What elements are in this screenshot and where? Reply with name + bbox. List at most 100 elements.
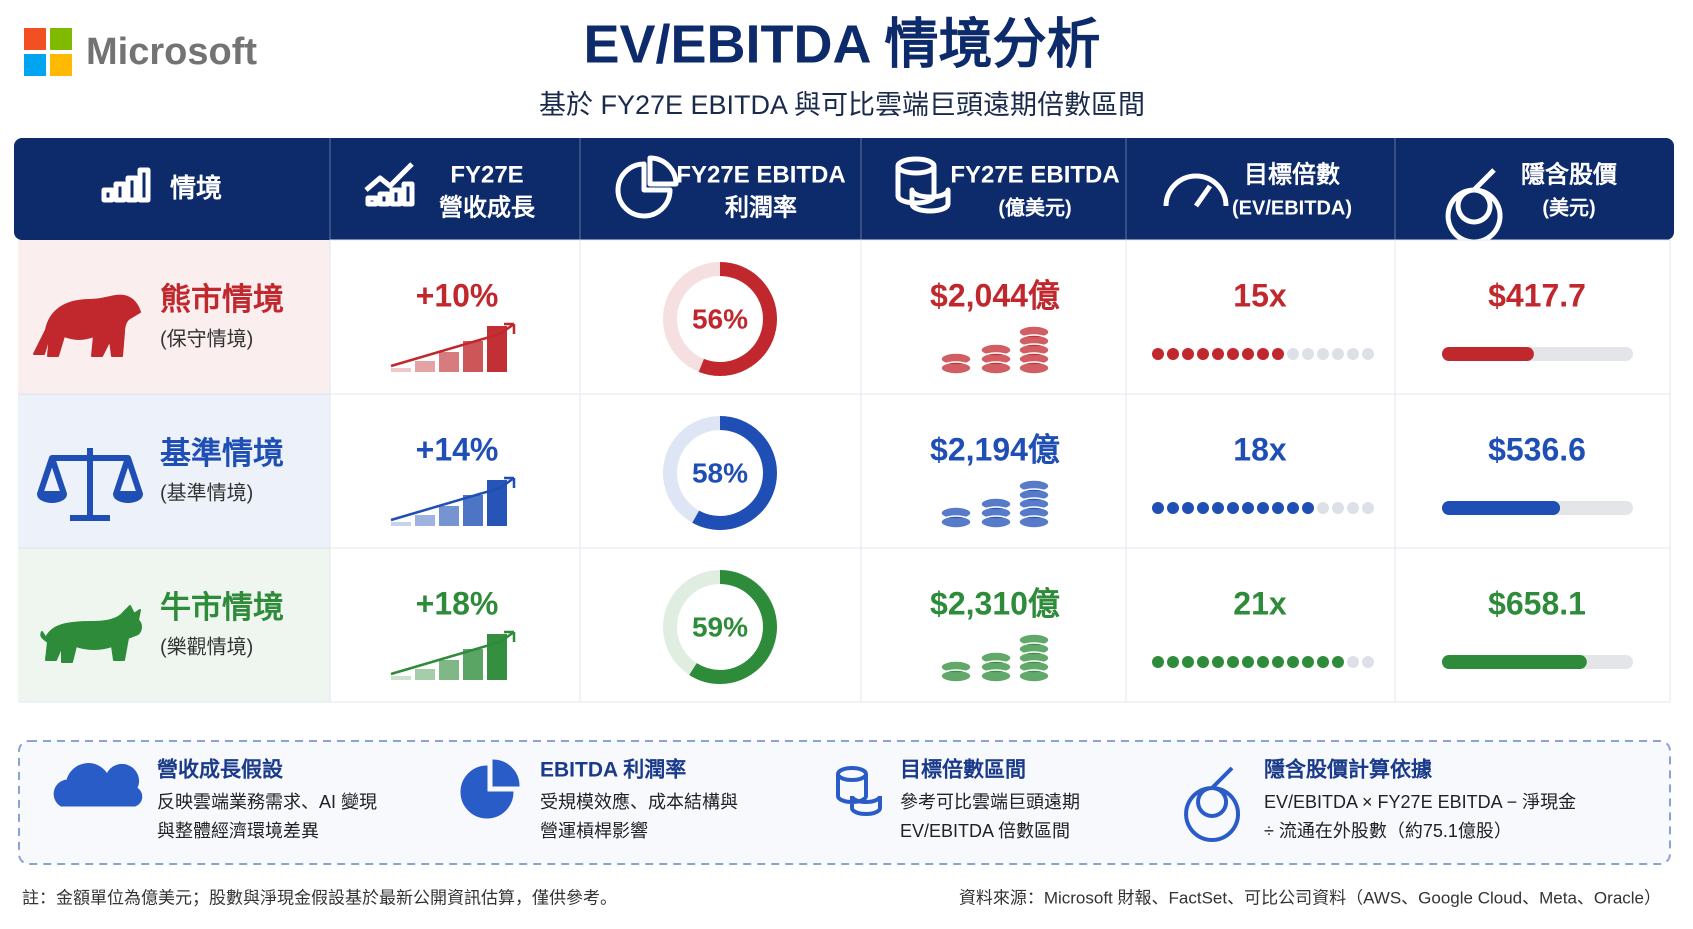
- multiple-dot: [1302, 656, 1314, 668]
- column-subtitle: (EV/EBITDA): [1232, 197, 1352, 219]
- note-line: EV/EBITDA × FY27E EBITDA − 淨現金: [1264, 792, 1576, 812]
- multiple-dot: [1212, 348, 1224, 360]
- multiple-dots: [1152, 348, 1374, 360]
- multiple-dot: [1272, 502, 1284, 514]
- scenario-note: (基準情境): [160, 481, 253, 504]
- column-subtitle: 利潤率: [725, 193, 797, 221]
- coin: [1018, 669, 1050, 683]
- column-title: 情境: [170, 173, 222, 203]
- growth-mini-bar: [463, 495, 483, 526]
- column-subtitle: 營收成長: [439, 194, 536, 221]
- header-icon: [101, 167, 151, 203]
- growth-mini-bar: [391, 676, 411, 680]
- growth-mini-bar: [439, 660, 459, 680]
- scenario-note: (樂觀情境): [160, 635, 253, 658]
- multiple-dot: [1152, 502, 1164, 514]
- multiple-dot: [1257, 656, 1269, 668]
- multiple-dot: [1167, 502, 1179, 514]
- multiple-dot: [1362, 348, 1374, 360]
- title: EV/EBITDA 情境分析: [583, 14, 1100, 74]
- multiple-dot: [1332, 348, 1344, 360]
- growth-mini-bar: [391, 368, 411, 372]
- growth-mini-bar: [463, 341, 483, 372]
- multiple-dot: [1362, 502, 1374, 514]
- price-label: $417.7: [1488, 277, 1586, 313]
- margin-ring: [663, 570, 777, 684]
- multiple-dot: [1197, 502, 1209, 514]
- margin-label: 56%: [692, 303, 748, 334]
- note-line: 受規模效應、成本結構與: [540, 791, 738, 812]
- row-name-bg: [18, 394, 330, 548]
- price-label: $658.1: [1488, 585, 1586, 621]
- note-title: EBITDA 利潤率: [540, 758, 686, 782]
- growth-mini-bar: [487, 634, 507, 680]
- note-title: 目標倍數區間: [900, 758, 1026, 782]
- multiple-dot: [1152, 656, 1164, 668]
- note-icon: [836, 766, 882, 816]
- multiple-dot: [1317, 656, 1329, 668]
- price-label: $536.6: [1488, 431, 1586, 467]
- growth-mini-bar: [487, 480, 507, 526]
- scenario-icon-shape: [40, 605, 142, 663]
- scenario-icon-shape: [37, 448, 143, 521]
- scenario-icon: [33, 294, 141, 357]
- note-icon: [53, 763, 143, 807]
- multiple-dot: [1272, 656, 1284, 668]
- multiple-dot: [1272, 348, 1284, 360]
- header-icon: [895, 156, 951, 214]
- multiple-label: 15x: [1233, 277, 1287, 313]
- multiple-dot: [1242, 348, 1254, 360]
- multiple-dot: [1182, 502, 1194, 514]
- scenario-icon: [37, 448, 143, 521]
- ebitda-label: $2,310億: [930, 585, 1060, 621]
- multiple-label: 21x: [1233, 585, 1287, 621]
- multiple-dot: [1257, 348, 1269, 360]
- multiple-dot: [1197, 348, 1209, 360]
- growth-mini-bar: [439, 352, 459, 372]
- multiple-dot: [1347, 348, 1359, 360]
- logo-text: Microsoft: [86, 31, 257, 73]
- scenario-icon: [40, 605, 142, 663]
- multiple-dot: [1347, 656, 1359, 668]
- multiple-dot: [1227, 348, 1239, 360]
- column-title: FY27E EBITDA: [950, 161, 1119, 188]
- logo-square: [50, 28, 72, 50]
- multiple-dot: [1197, 656, 1209, 668]
- multiple-dot: [1362, 656, 1374, 668]
- header-icon: [364, 162, 415, 207]
- scenario-name: 熊市情境: [160, 282, 284, 317]
- multiple-dot: [1227, 656, 1239, 668]
- multiple-dot: [1287, 348, 1299, 360]
- multiple-dot: [1227, 502, 1239, 514]
- column-title: FY27E EBITDA: [676, 161, 845, 188]
- table-header: [14, 138, 1674, 240]
- multiple-dot: [1182, 348, 1194, 360]
- multiple-dot: [1167, 656, 1179, 668]
- scenario-note: (保守情境): [160, 327, 253, 350]
- source: 資料來源：Microsoft 財報、FactSet、可比公司資料（AWS、Goo…: [959, 888, 1661, 907]
- growth-arrow: [390, 630, 516, 676]
- ebitda-label: $2,194億: [930, 431, 1060, 467]
- multiple-dots: [1152, 656, 1374, 668]
- multiple-dot: [1347, 502, 1359, 514]
- multiple-dot: [1287, 502, 1299, 514]
- multiple-dot: [1152, 348, 1164, 360]
- column-title: 隱含股價: [1521, 160, 1618, 188]
- multiple-dot: [1212, 656, 1224, 668]
- growth-mini-bar: [463, 649, 483, 680]
- note-line: ÷ 流通在外股數（約75.1億股）: [1264, 821, 1512, 841]
- note-line: 營運槓桿影響: [540, 821, 648, 841]
- growth-label: +18%: [416, 585, 499, 621]
- coin: [980, 669, 1012, 683]
- logo-square: [24, 54, 46, 76]
- footnote: 註：金額單位為億美元；股數與淨現金假設基於最新公開資訊估算，僅供參考。: [22, 888, 617, 907]
- note-line: 參考可比雲端巨頭遠期: [900, 792, 1080, 812]
- growth-mini-bar: [391, 522, 411, 526]
- column-subtitle: (億美元): [998, 195, 1071, 219]
- note-line: 與整體經濟環境差異: [157, 821, 319, 841]
- growth-label: +14%: [416, 431, 499, 467]
- coin: [1018, 361, 1050, 375]
- multiple-dot: [1242, 502, 1254, 514]
- coin: [940, 669, 972, 683]
